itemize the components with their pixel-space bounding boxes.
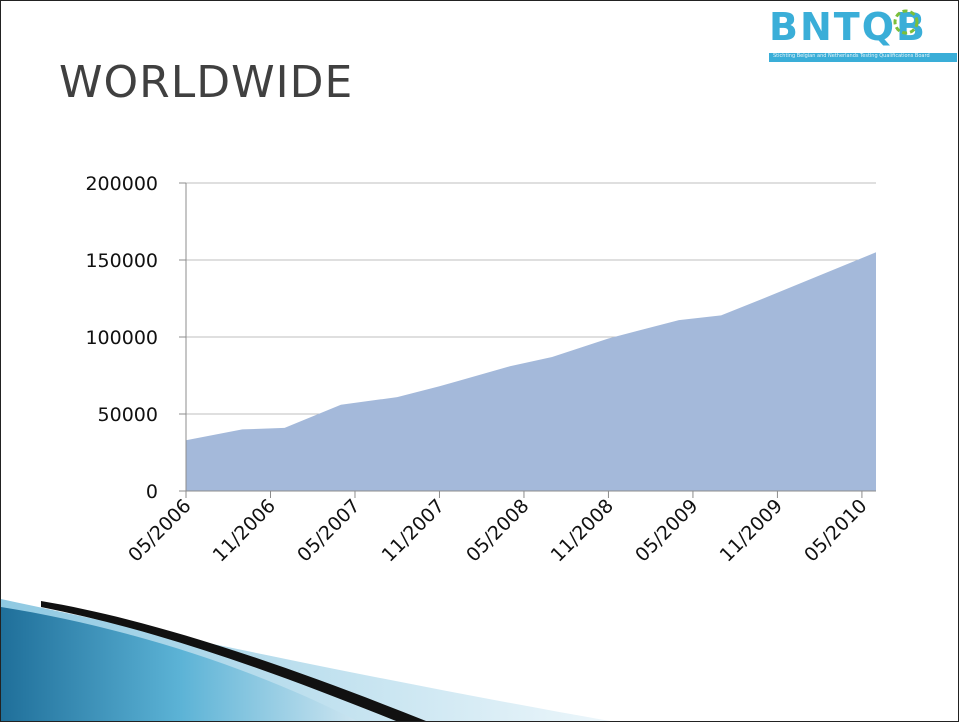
logo-tagline-bar [769,53,957,62]
bntqb-logo: BNTQB Stichting Belgian and Netherlands … [767,1,958,65]
x-tick-label: 11/2008 [547,495,618,566]
y-tick-label: 200000 [85,173,158,195]
area-series [186,252,876,491]
y-tick-label: 150000 [85,250,158,272]
x-tick-label: 05/2006 [124,495,195,566]
slide-title: WORLDWIDE [59,57,354,108]
x-tick-label: 05/2007 [293,495,364,566]
y-tick-label: 50000 [98,404,158,426]
x-tick-label: 11/2006 [209,495,280,566]
x-tick-label: 11/2009 [716,495,787,566]
y-tick-label: 100000 [85,327,158,349]
x-tick-label: 05/2008 [462,495,533,566]
x-tick-label: 05/2009 [631,495,702,566]
x-tick-label: 11/2007 [378,495,449,566]
logo-tagline: Stichting Belgian and Netherlands Testin… [773,53,930,59]
logo-ring-icon [893,9,919,35]
x-tick-label: 05/2010 [800,495,871,566]
y-tick-label: 0 [146,481,158,503]
